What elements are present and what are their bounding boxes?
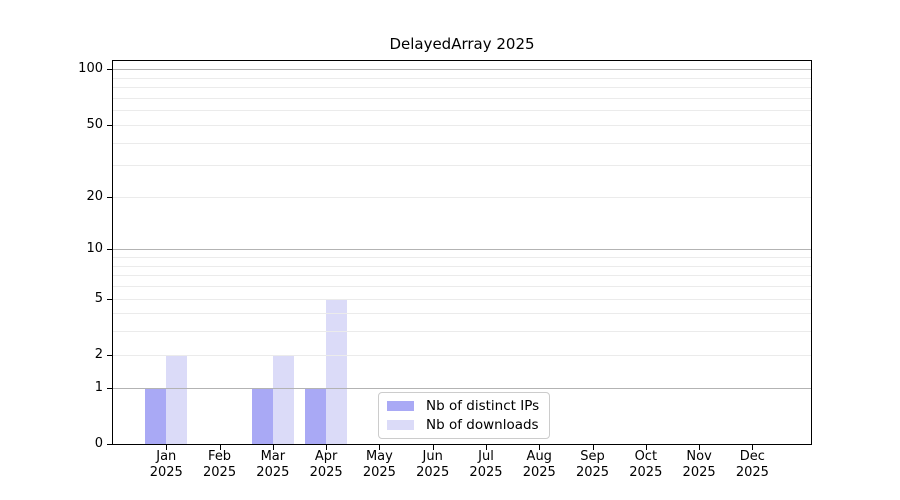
- x-tick-label: Dec 2025: [735, 449, 769, 480]
- y-tick-mark: [107, 387, 112, 389]
- y-tick-mark: [107, 249, 112, 251]
- legend: Nb of distinct IPs Nb of downloads: [378, 392, 551, 439]
- x-tick-label: Oct 2025: [629, 449, 663, 480]
- x-tick-label: Jul 2025: [469, 449, 503, 480]
- chart-title: DelayedArray 2025: [389, 35, 535, 53]
- x-tick-mark: [539, 445, 541, 450]
- minor-gridline: [113, 313, 811, 315]
- y-tick-mark: [107, 444, 112, 445]
- bar-nb-of-distinct-ips: [305, 387, 327, 444]
- y-tick-label: 0: [94, 436, 103, 451]
- x-tick-label: Mar 2025: [256, 449, 290, 480]
- minor-gridline: [113, 87, 811, 89]
- minor-gridline: [113, 265, 811, 267]
- y-tick-label: 5: [94, 290, 103, 306]
- y-tick-label: 50: [86, 116, 103, 132]
- major-gridline: [113, 249, 811, 251]
- y-tick-mark: [107, 69, 112, 71]
- x-tick-label: May 2025: [362, 449, 396, 480]
- minor-gridline: [113, 124, 811, 126]
- bar-nb-of-distinct-ips: [251, 387, 273, 444]
- x-tick-mark: [219, 445, 221, 450]
- x-tick-mark: [645, 445, 647, 450]
- minor-gridline: [113, 354, 811, 356]
- minor-gridline: [113, 275, 811, 277]
- y-tick-label: 2: [94, 346, 103, 362]
- x-tick-mark: [326, 445, 328, 450]
- y-tick-mark: [107, 196, 112, 198]
- y-tick-label: 20: [86, 188, 103, 204]
- x-tick-label: Nov 2025: [682, 449, 716, 480]
- minor-gridline: [113, 286, 811, 288]
- x-tick-label: Jun 2025: [416, 449, 450, 480]
- x-tick-label: Aug 2025: [522, 449, 556, 480]
- y-tick-mark: [107, 298, 112, 300]
- minor-gridline: [113, 97, 811, 99]
- y-tick-label: 1: [94, 379, 103, 395]
- x-tick-mark: [272, 445, 274, 450]
- x-tick-label: Feb 2025: [203, 449, 237, 480]
- y-tick-mark: [107, 354, 112, 356]
- x-tick-mark: [432, 445, 434, 450]
- grid-layer: [113, 61, 811, 444]
- x-tick-mark: [166, 445, 168, 450]
- minor-gridline: [113, 110, 811, 112]
- x-tick-mark: [592, 445, 594, 450]
- bar-nb-of-downloads: [166, 354, 188, 444]
- x-tick-label: Apr 2025: [309, 449, 343, 480]
- minor-gridline: [113, 257, 811, 259]
- y-tick-label: 100: [78, 61, 103, 77]
- minor-gridline: [113, 331, 811, 333]
- legend-item-distinct-ips: Nb of distinct IPs: [387, 398, 540, 414]
- legend-label-distinct-ips: Nb of distinct IPs: [426, 398, 540, 414]
- minor-gridline: [113, 142, 811, 144]
- major-gridline: [113, 387, 811, 389]
- legend-swatch-downloads: [387, 420, 414, 430]
- bar-nb-of-downloads: [272, 354, 294, 444]
- minor-gridline: [113, 165, 811, 167]
- minor-gridline: [113, 196, 811, 198]
- x-tick-label: Jan 2025: [149, 449, 183, 480]
- x-tick-label: Sep 2025: [575, 449, 610, 480]
- x-tick-mark: [752, 445, 754, 450]
- bar-nb-of-distinct-ips: [145, 387, 167, 444]
- bars-layer: [113, 61, 811, 444]
- minor-gridline: [113, 77, 811, 79]
- x-tick-mark: [485, 445, 487, 450]
- plot-area: [112, 60, 812, 445]
- x-tick-mark: [699, 445, 701, 450]
- legend-item-downloads: Nb of downloads: [387, 417, 539, 433]
- major-gridline: [113, 69, 811, 71]
- minor-gridline: [113, 298, 811, 300]
- bar-nb-of-downloads: [326, 298, 348, 444]
- x-tick-mark: [379, 445, 381, 450]
- y-tick-mark: [107, 124, 112, 126]
- y-tick-label: 10: [86, 241, 103, 257]
- legend-label-downloads: Nb of downloads: [426, 417, 539, 433]
- legend-swatch-distinct-ips: [387, 401, 414, 411]
